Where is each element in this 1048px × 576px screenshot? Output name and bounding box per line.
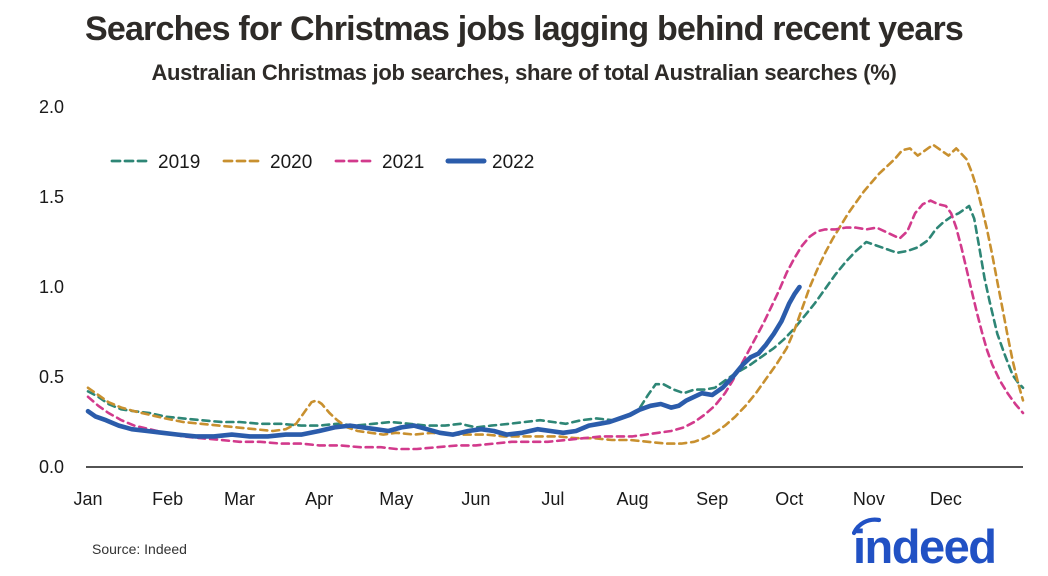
legend-label-2020: 2020: [270, 152, 312, 173]
x-tick-label: Nov: [853, 489, 885, 509]
legend-label-2022: 2022: [492, 152, 534, 173]
y-tick-label: 0.0: [39, 457, 64, 477]
series-line-2020: [86, 143, 1025, 445]
legend-label-2021: 2021: [382, 152, 424, 173]
y-tick-label: 1.5: [39, 187, 64, 207]
x-tick-label: Oct: [775, 489, 803, 509]
indeed-logo: indeed: [851, 516, 1022, 573]
source-note: Source: Indeed: [92, 541, 187, 557]
legend-label-2019: 2019: [158, 152, 200, 173]
x-tick-label: Sep: [696, 489, 728, 509]
x-tick-label: Feb: [152, 489, 183, 509]
series-line-2021: [86, 199, 1025, 451]
y-tick-label: 2.0: [39, 97, 64, 117]
x-tick-label: Jan: [73, 489, 102, 509]
y-tick-label: 1.0: [39, 277, 64, 297]
x-tick-label: Dec: [930, 489, 962, 509]
chart-subtitle: Australian Christmas job searches, share…: [151, 60, 897, 85]
x-tick-label: Apr: [305, 489, 333, 509]
series-line-2022: [85, 284, 802, 439]
x-tick-label: Mar: [224, 489, 255, 509]
indeed-logo-text: indeed: [853, 520, 995, 570]
series-line-2019: [86, 204, 1025, 429]
y-tick-label: 0.5: [39, 367, 64, 387]
chart-title: Searches for Christmas jobs lagging behi…: [84, 10, 964, 48]
x-tick-label: Jul: [541, 489, 564, 509]
x-tick-label: Aug: [617, 489, 649, 509]
x-tick-label: Jun: [461, 489, 490, 509]
x-tick-label: May: [379, 489, 413, 509]
indeed-logo-arc: [851, 517, 882, 536]
